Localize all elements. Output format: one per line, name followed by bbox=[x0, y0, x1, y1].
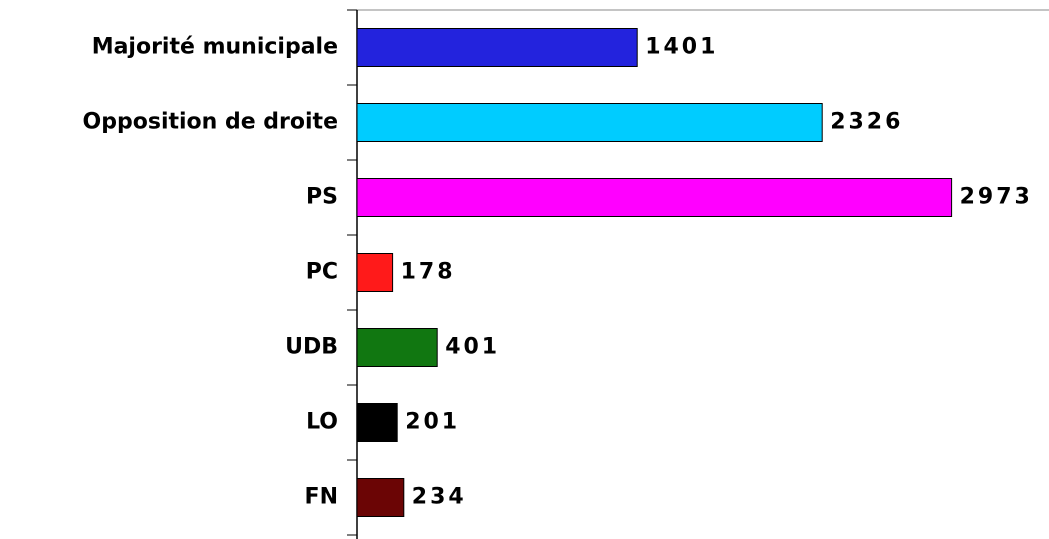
bar bbox=[356, 103, 823, 142]
bar bbox=[356, 328, 438, 367]
category-label: PS bbox=[306, 185, 338, 210]
bar bbox=[356, 478, 405, 517]
value-label: 201 bbox=[405, 410, 460, 435]
category-label: UDB bbox=[285, 335, 338, 360]
bar bbox=[356, 403, 398, 442]
category-label: Opposition de droite bbox=[83, 110, 338, 135]
value-label: 234 bbox=[412, 485, 467, 510]
bar bbox=[356, 178, 953, 217]
bar bbox=[356, 28, 638, 67]
category-label: LO bbox=[306, 410, 338, 435]
value-label: 1401 bbox=[645, 35, 718, 60]
value-label: 2973 bbox=[960, 185, 1033, 210]
value-label: 401 bbox=[445, 335, 500, 360]
category-label: PC bbox=[306, 260, 338, 285]
category-label: FN bbox=[305, 485, 338, 510]
value-label: 178 bbox=[401, 260, 456, 285]
bar bbox=[356, 253, 394, 292]
category-label: Majorité municipale bbox=[92, 35, 338, 60]
value-label: 2326 bbox=[830, 110, 903, 135]
